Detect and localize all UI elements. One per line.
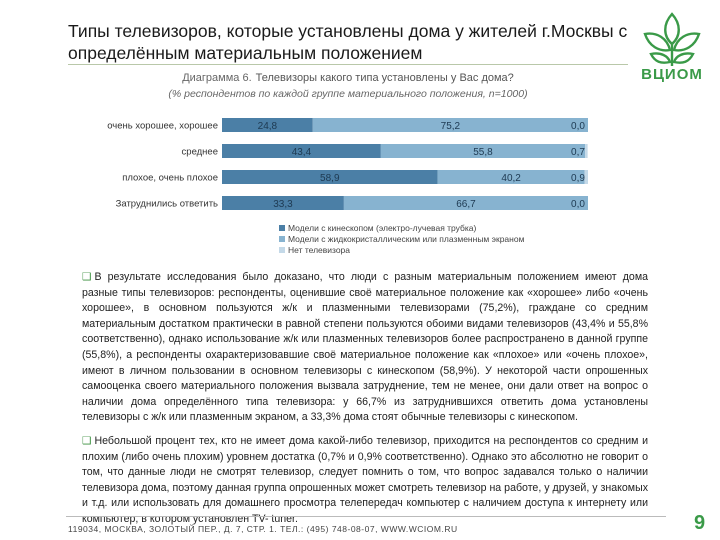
chart-title-text: Телевизоры какого типа установлены у Вас… — [255, 72, 514, 84]
data-label: 75,2 — [441, 121, 461, 132]
category-label: плохое, очень плохое — [122, 173, 218, 184]
data-label: 40,2 — [501, 173, 521, 184]
bar-segment — [437, 170, 585, 184]
data-label: 0,0 — [571, 121, 585, 132]
chart-subtitle: (% респондентов по каждой группе материа… — [168, 88, 528, 100]
page-number: 9 — [694, 512, 706, 534]
title-divider — [68, 64, 628, 65]
bar-segment — [343, 196, 588, 210]
data-label: 0,9 — [571, 173, 585, 184]
bar-segment — [380, 144, 586, 158]
paragraph-2-text: Небольшой процент тех, кто не имеет дома… — [82, 435, 648, 525]
category-label: среднее — [182, 147, 218, 158]
data-label: 55,8 — [473, 147, 493, 158]
paragraph-1-text: В результате исследования было доказано,… — [82, 271, 648, 424]
data-label: 58,9 — [320, 173, 340, 184]
footer-divider — [66, 516, 666, 517]
bar-segment — [312, 118, 588, 132]
data-label: 66,7 — [456, 199, 476, 210]
legend-swatch — [279, 247, 285, 253]
paragraph-1: ❑ В результате исследования было доказано… — [82, 270, 648, 426]
legend-swatch — [279, 236, 285, 242]
legend-label: Нет телевизора — [288, 245, 350, 255]
slide-title: Типы телевизоров, которые установлены до… — [68, 21, 628, 63]
category-label: Затруднились ответить — [116, 199, 218, 210]
data-label: 43,4 — [292, 147, 312, 158]
checkbox-bullet-icon: ❑ — [82, 271, 92, 283]
data-label: 0,0 — [571, 199, 585, 210]
checkbox-bullet-icon: ❑ — [82, 435, 92, 447]
bar-segment — [222, 170, 438, 184]
legend-label: Модели с жидкокристаллическим или плазме… — [288, 234, 525, 244]
legend-label: Модели с кинескопом (электро-лучевая тру… — [288, 223, 477, 233]
bar-segment — [222, 144, 381, 158]
chart-title-prefix: Диаграмма 6. — [182, 72, 252, 84]
chart-title: Диаграмма 6. Телевизоры какого типа устан… — [68, 72, 628, 84]
paragraph-2: ❑ Небольшой процент тех, кто не имеет дом… — [82, 434, 648, 528]
vciom-logo-icon — [643, 12, 701, 66]
category-label: очень хорошее, хорошее — [107, 121, 218, 132]
stacked-bar-chart: очень хорошее, хорошее 24,8 75,2 0,0 среднее… — [107, 118, 588, 255]
data-label: 33,3 — [273, 199, 293, 210]
bar-segment — [585, 144, 588, 158]
data-label: 24,8 — [258, 121, 278, 132]
legend-swatch — [279, 225, 285, 231]
logo-text: ВЦИОМ — [641, 66, 703, 83]
footer-address: 119034, МОСКВА, ЗОЛОТЫЙ ПЕР., Д. 7, СТР.… — [68, 524, 458, 534]
bar-segment — [222, 196, 344, 210]
bar-segment — [222, 118, 313, 132]
bar-segment — [584, 170, 588, 184]
data-label: 0,7 — [571, 147, 585, 158]
